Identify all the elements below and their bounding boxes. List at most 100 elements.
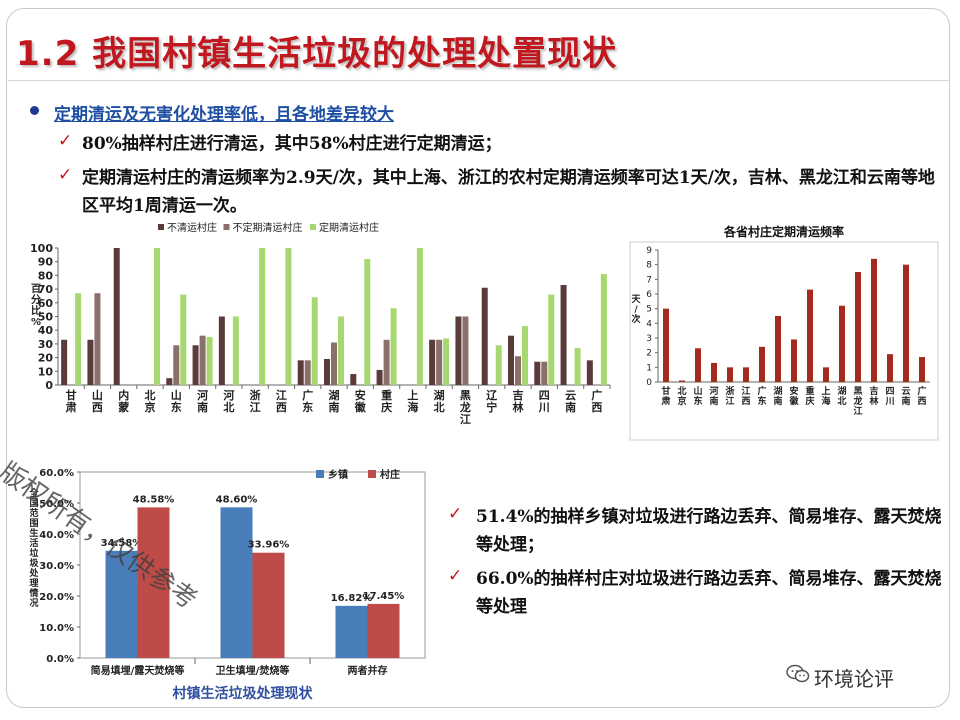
y-axis-label-char: %	[31, 317, 41, 328]
y-axis-label-char: 天	[631, 294, 641, 305]
y-tick-label: 40	[38, 324, 54, 337]
x-tick-label-char: 川	[538, 401, 550, 414]
y-tick-label: 0	[45, 379, 53, 392]
legend-entry: 村庄	[380, 468, 400, 481]
legend-swatch	[316, 470, 324, 478]
y-tick-label: 6	[646, 290, 652, 300]
x-tick-label-char: 云	[565, 389, 576, 402]
x-tick-label-char: 河	[223, 388, 234, 402]
bar-黑龙江	[855, 272, 861, 382]
data-label: 48.58%	[133, 494, 175, 505]
bullet-top-1: 80%抽样村庄进行清运，其中58%村庄进行定期清运；	[82, 134, 502, 154]
x-tick-label-char: 安	[355, 388, 366, 402]
bar-北京-定期清运村庄	[154, 248, 160, 385]
x-tick-label-char: 北	[677, 385, 686, 397]
bar-河北-定期清运村庄	[232, 316, 239, 385]
y-axis-label-char: 活	[29, 537, 38, 549]
x-tick-label-char: 吉	[513, 388, 524, 402]
bullet-dot-icon	[30, 106, 39, 115]
bar-上海	[823, 367, 829, 382]
x-tick-label-char: 四	[885, 386, 894, 397]
bar-黑龙江-不定期清运村庄	[462, 316, 469, 385]
x-tick-label-char: 南	[901, 395, 910, 407]
bar-河南-定期清运村庄	[206, 337, 213, 385]
x-tick-label-char: 川	[884, 396, 894, 407]
x-tick-label-char: 河	[709, 385, 718, 397]
x-tick-label-char: 江	[853, 405, 862, 417]
x-tick-label-char: 海	[821, 395, 830, 407]
bar-卫生填埋/焚烧等-乡镇	[220, 507, 253, 658]
bar-山西-不清运村庄	[87, 339, 94, 385]
x-tick-label-char: 江	[741, 385, 750, 397]
y-tick-label: 60	[38, 297, 54, 310]
x-tick-label-char: 林	[869, 395, 879, 407]
x-tick-label-char: 西	[92, 401, 103, 414]
y-tick-label: 40.0%	[39, 530, 74, 541]
x-tick-label: 吉林	[513, 388, 524, 414]
bar-安徽-不清运村庄	[350, 374, 357, 385]
x-tick-label-char: 山	[92, 388, 103, 402]
data-label: 33.96%	[248, 540, 290, 551]
x-tick-label-char: 重	[805, 385, 814, 397]
bar-简易填埋/露天焚烧等-村庄	[137, 507, 170, 658]
x-tick-label: 湖北	[837, 385, 846, 407]
x-tick-label: 山西	[92, 388, 103, 414]
x-tick-label: 广西	[917, 385, 926, 407]
x-tick-label-char: 江	[276, 388, 287, 402]
headline: 定期清运及无害化处理率低，且各地差异较大	[54, 105, 394, 125]
x-tick-label-char: 南	[329, 400, 340, 414]
x-tick-label: 河南	[197, 388, 208, 414]
y-axis-label-char: 国	[29, 498, 38, 509]
y-tick-label: 30	[38, 338, 54, 351]
x-tick-label-char: 黑	[853, 386, 862, 397]
y-axis-label-char: 次	[631, 313, 640, 325]
x-tick-label: 湖南	[329, 388, 340, 414]
y-tick-label: 90	[38, 256, 54, 269]
x-tick-label-char: 广	[757, 385, 766, 397]
bar-甘肃-不清运村庄	[61, 339, 68, 385]
x-tick-label-char: 广	[917, 385, 926, 397]
x-tick-label: 上海	[407, 388, 418, 414]
x-tick-label-char: 河	[197, 388, 208, 402]
x-tick-label-char: 京	[677, 395, 686, 407]
bar-广西-不清运村庄	[586, 360, 593, 385]
y-axis-label-char: 全	[28, 487, 39, 499]
x-tick-label-char: 黑	[460, 389, 471, 402]
chart-title: 村镇生活垃圾处理现状	[173, 685, 314, 702]
legend-entry: 乡镇	[328, 468, 348, 481]
x-tick-label: 河北	[223, 388, 234, 414]
bar-山东-不定期清运村庄	[173, 345, 180, 385]
bar-甘肃-定期清运村庄	[75, 293, 82, 385]
x-tick-label-char: 安	[789, 385, 798, 397]
x-tick-label: 广西	[591, 388, 602, 414]
x-tick-label: 广东	[757, 385, 766, 407]
x-tick-label: 重庆	[380, 388, 392, 414]
bar-广西-定期清运村庄	[600, 274, 607, 385]
chart-border	[629, 241, 939, 441]
bar-吉林-定期清运村庄	[522, 326, 528, 385]
bar-四川-不定期清运村庄	[541, 361, 548, 385]
x-tick-label-char: 上	[821, 385, 830, 397]
x-tick-label: 甘肃	[66, 388, 77, 414]
bar-山西-不定期清运村庄	[94, 293, 101, 385]
y-tick-label: 2	[646, 349, 652, 359]
x-tick-label-char: 林	[513, 400, 524, 414]
bar-浙江-定期清运村庄	[259, 248, 266, 385]
bar-湖北-定期清运村庄	[443, 338, 450, 385]
x-tick-label-char: 湖	[837, 385, 846, 397]
bar-辽宁-定期清运村庄	[495, 345, 502, 385]
bullet-bottom-1: 51.4%的抽样乡镇对垃圾进行路边丢弃、简易堆存、露天焚烧等处理；	[476, 507, 942, 555]
y-axis-label: 百分比%	[31, 283, 41, 328]
x-tick-label: 四川	[884, 386, 894, 407]
bar-四川	[887, 354, 893, 382]
bar-湖南-不定期清运村庄	[331, 342, 337, 385]
y-axis-label-char: 生	[29, 527, 38, 539]
bar-四川-不清运村庄	[534, 361, 541, 385]
x-tick-label-char: 宁	[486, 400, 497, 414]
bar-四川-定期清运村庄	[548, 294, 555, 385]
x-tick-label: 安徽	[788, 385, 799, 407]
bar-河南	[711, 362, 717, 382]
x-tick-label-char: 京	[145, 400, 156, 414]
bar-吉林-不定期清运村庄	[515, 356, 521, 385]
